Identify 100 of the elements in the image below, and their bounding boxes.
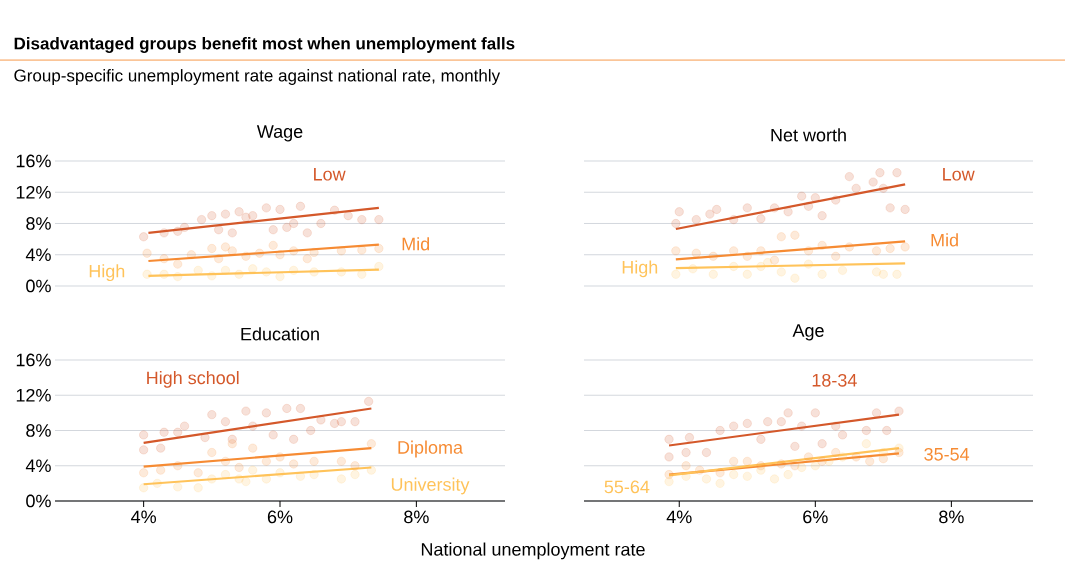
point [831, 448, 841, 458]
series-label: Mid [402, 237, 430, 251]
point [804, 246, 814, 256]
point [900, 242, 910, 252]
text: Disadvantaged groups benefit most when unemployment falls [14, 37, 515, 53]
point [671, 246, 681, 256]
point [159, 254, 169, 264]
point [336, 456, 346, 466]
point [302, 228, 312, 238]
point [248, 465, 258, 475]
point [248, 211, 258, 221]
point [220, 265, 230, 275]
y-tick-label: 12% [16, 185, 51, 199]
point [817, 439, 827, 449]
point [152, 478, 162, 488]
point [289, 265, 299, 275]
point [664, 452, 674, 462]
y-tick-label: 8% [26, 424, 51, 437]
point [817, 211, 827, 221]
point [810, 408, 820, 418]
point [220, 242, 230, 252]
point [831, 251, 841, 261]
point [173, 226, 183, 236]
point [220, 417, 230, 427]
point [309, 456, 319, 466]
point [282, 222, 292, 232]
point [742, 251, 752, 261]
point [357, 215, 367, 225]
point [139, 445, 149, 455]
point [674, 207, 684, 217]
point [872, 408, 882, 418]
point [234, 474, 244, 484]
point [844, 242, 854, 252]
point [234, 269, 244, 279]
point [227, 439, 237, 449]
point [742, 269, 752, 279]
point [214, 225, 224, 235]
point [783, 207, 793, 217]
point [810, 461, 820, 471]
point [214, 254, 224, 264]
point [336, 474, 346, 484]
point [838, 430, 848, 440]
point [878, 448, 888, 458]
point [712, 204, 722, 214]
series-label: Mid [931, 233, 958, 247]
point [756, 261, 766, 271]
point [681, 471, 691, 481]
point [797, 421, 807, 431]
point [186, 250, 196, 260]
point [885, 244, 895, 253]
point [875, 168, 885, 178]
point [275, 452, 285, 462]
point [838, 265, 848, 275]
y-tick-label: 12% [16, 388, 51, 402]
point [742, 471, 752, 481]
point [691, 215, 701, 225]
point [783, 470, 793, 480]
point [289, 219, 299, 228]
point [776, 459, 786, 469]
point [295, 471, 305, 481]
point [350, 417, 360, 427]
point [193, 483, 203, 493]
x-tick-label: 6% [267, 510, 293, 524]
point [173, 272, 183, 282]
point [156, 443, 166, 453]
chart-title: Net worth [771, 128, 846, 142]
point [729, 421, 739, 431]
point [872, 246, 882, 256]
point [173, 259, 183, 269]
point [261, 456, 271, 466]
series-label: 18-34 [812, 373, 857, 387]
point [824, 456, 834, 466]
point [756, 434, 766, 444]
point [241, 406, 251, 416]
y-tick-label: 0% [26, 494, 51, 508]
point [729, 261, 739, 271]
point [783, 408, 793, 418]
point [207, 244, 217, 253]
point [248, 421, 258, 431]
point [350, 470, 360, 480]
point [159, 228, 169, 238]
point [142, 248, 152, 258]
point [295, 201, 305, 211]
point [790, 273, 800, 283]
point [695, 465, 705, 475]
point [701, 474, 711, 484]
point [756, 214, 766, 224]
point [282, 403, 292, 413]
point [865, 456, 875, 466]
point [207, 410, 217, 420]
point [763, 417, 773, 427]
point [851, 452, 861, 462]
point [715, 478, 725, 488]
point [180, 421, 190, 431]
point [804, 201, 814, 211]
x-tick-label: 4% [666, 510, 692, 524]
point [261, 408, 271, 418]
text: Group-specific unemployment rate against national rate, monthly [14, 69, 501, 85]
point [330, 418, 340, 428]
point [309, 470, 319, 480]
